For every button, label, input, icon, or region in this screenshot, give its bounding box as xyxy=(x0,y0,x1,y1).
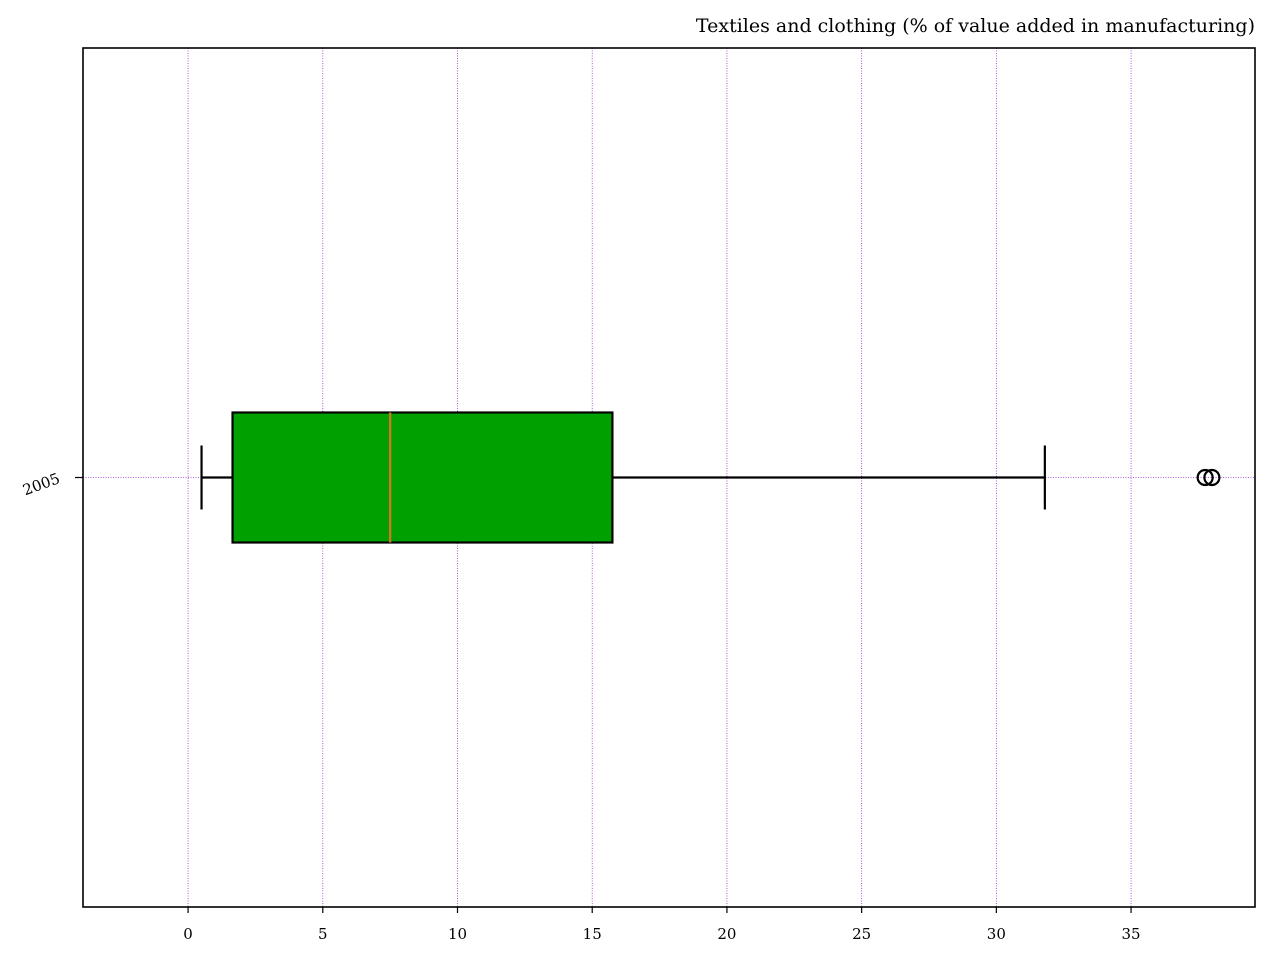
x-tick-label: 25 xyxy=(852,925,871,943)
chart-title: Textiles and clothing (% of value added … xyxy=(696,15,1255,37)
x-tick-label: 30 xyxy=(987,925,1006,943)
x-tick-label: 0 xyxy=(183,925,193,943)
x-tick-label: 35 xyxy=(1122,925,1141,943)
x-tick-label: 15 xyxy=(583,925,602,943)
outlier-point xyxy=(1196,468,1214,487)
y-tick-label: 2005 xyxy=(20,469,62,499)
box-layer xyxy=(200,411,1221,544)
iqr-box xyxy=(231,411,614,544)
x-tick-label: 20 xyxy=(717,925,736,943)
x-tick-label: 5 xyxy=(318,925,328,943)
outlier-point xyxy=(1203,468,1221,487)
x-tick-label: 10 xyxy=(448,925,467,943)
